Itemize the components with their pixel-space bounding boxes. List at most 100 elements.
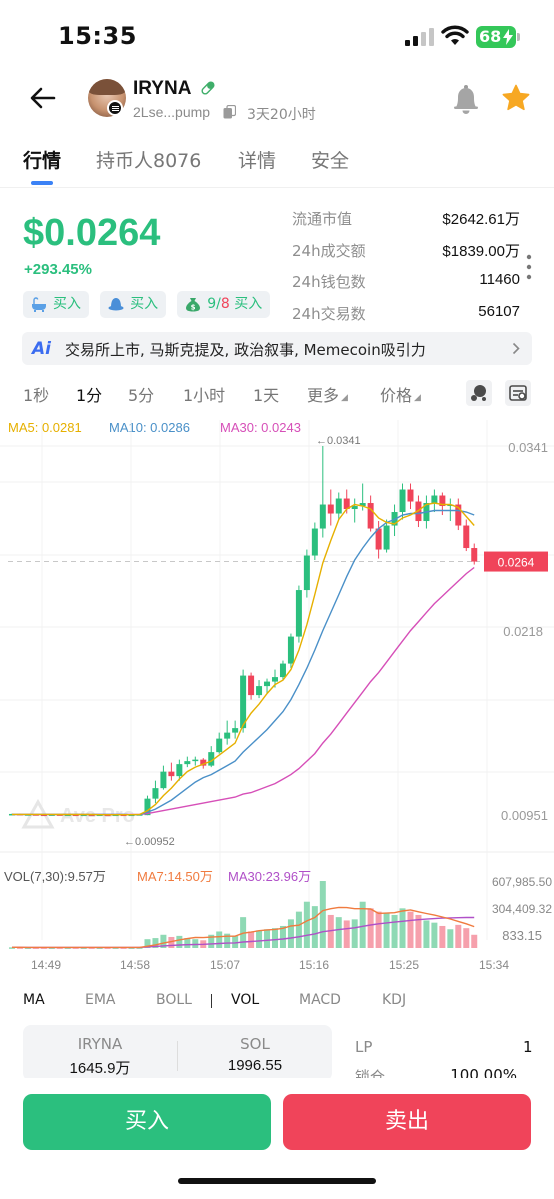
- candle-body: [168, 771, 175, 777]
- y-tick-label: 0.0341: [508, 440, 548, 455]
- volume-bar: [399, 908, 406, 948]
- candle-body: [200, 759, 207, 766]
- chip-smart-label: 买入: [234, 296, 263, 312]
- volume-bar: [279, 925, 286, 948]
- copy-icon[interactable]: [223, 105, 236, 119]
- more-vertical-icon[interactable]: [526, 254, 532, 280]
- battery-indicator: 68: [476, 26, 516, 48]
- volume-bar: [144, 939, 151, 948]
- candle-body: [232, 728, 239, 733]
- active-tab-indicator: [31, 181, 53, 185]
- volume-bar: [264, 929, 271, 948]
- trade-signal-chips: 买入 买入 $ 9/8 买入: [23, 291, 270, 318]
- token-address: 2Lse...pump: [133, 104, 211, 120]
- timeframe-1m[interactable]: 1分: [76, 386, 103, 405]
- timeframe-1d[interactable]: 1天: [253, 386, 280, 405]
- tab-market[interactable]: 行情: [23, 150, 62, 172]
- candle-body: [383, 525, 390, 550]
- bell-icon[interactable]: [452, 84, 480, 114]
- ai-icon: Ai: [32, 339, 51, 359]
- indicator-kdj[interactable]: KDJ: [382, 992, 407, 1008]
- indicator-macd[interactable]: MACD: [299, 992, 341, 1008]
- ai-summary-text: 交易所上市, 马斯克提及, 政治叙事, Memecoin吸引力: [65, 341, 426, 359]
- volume-bar: [232, 935, 239, 948]
- dropdown-triangle-icon: ◢: [414, 393, 421, 403]
- candle-body: [335, 498, 342, 514]
- dropdown-triangle-icon: ◢: [341, 393, 348, 403]
- x-tick-label: 14:49: [31, 958, 61, 972]
- indicator-ema[interactable]: EMA: [85, 992, 116, 1008]
- pool-quote-label: SOL: [240, 1035, 270, 1053]
- indicator-ma[interactable]: MA: [23, 992, 45, 1008]
- tab-holders[interactable]: 持币人8076: [96, 150, 202, 172]
- ma10-line: [12, 509, 475, 816]
- volume-bar: [359, 901, 366, 948]
- chip-smart-money-buy[interactable]: $ 9/8 买入: [177, 291, 270, 318]
- candle-body: [264, 681, 271, 687]
- x-tick-label: 14:58: [120, 958, 150, 972]
- candle-body: [367, 503, 374, 529]
- chip-bathtub-buy[interactable]: 买入: [23, 291, 89, 318]
- stat-row: 流通市值 $2642.61万: [292, 205, 520, 237]
- volume-bar: [271, 928, 278, 948]
- candle-body: [279, 663, 286, 678]
- buy-button[interactable]: 买入: [23, 1094, 271, 1150]
- sell-button[interactable]: 卖出: [283, 1094, 531, 1150]
- favorite-star-icon[interactable]: [502, 84, 530, 112]
- wifi-icon: [441, 25, 469, 45]
- drawing-tool-icon: [471, 385, 486, 401]
- chart-settings-button[interactable]: [505, 380, 531, 406]
- volume-bar: [112, 947, 119, 949]
- volume-bar: [439, 925, 446, 948]
- candle-body: [88, 814, 95, 817]
- bathtub-icon: [32, 297, 46, 312]
- volume-bar: [224, 933, 231, 948]
- volume-bar: [303, 901, 310, 948]
- tab-security[interactable]: 安全: [311, 150, 350, 172]
- pool-base-label: IRYNA: [77, 1035, 123, 1053]
- volume-bar: [431, 922, 438, 948]
- chip-smart-count-b: 8: [220, 296, 230, 312]
- volume-bar: [287, 919, 294, 948]
- candle-body: [407, 489, 414, 502]
- lp-value: 1: [523, 1038, 533, 1056]
- indicator-boll[interactable]: BOLL: [156, 992, 192, 1008]
- candle-body: [295, 590, 302, 637]
- timeframe-1s[interactable]: 1秒: [23, 386, 50, 405]
- volume-bar: [256, 930, 263, 948]
- chart-settings-icon: [509, 385, 527, 401]
- volume-bar: [24, 947, 31, 949]
- svg-text:$: $: [191, 304, 196, 312]
- timeframe-1h[interactable]: 1小时: [183, 386, 226, 405]
- high-price-marker: ←0.0341: [316, 435, 361, 447]
- volume-bar: [64, 947, 71, 949]
- pool-quote-value: 1996.55: [227, 1057, 283, 1074]
- volume-bar: [80, 947, 87, 949]
- timeframe-5m[interactable]: 5分: [128, 386, 155, 405]
- hat-icon: [108, 298, 124, 311]
- pool-divider: [177, 1041, 178, 1071]
- vol-ma7-legend: MA7:14.50万: [137, 869, 213, 884]
- volume-bar: [248, 931, 255, 948]
- price-mode-select[interactable]: 价格 ◢: [380, 382, 421, 406]
- chip-hat-label: 买入: [130, 296, 159, 312]
- stat-label: 流通市值: [292, 210, 353, 228]
- candle-body: [160, 771, 167, 789]
- volume-bar: [335, 917, 342, 948]
- price-chart[interactable]: Ave Pro0.03410.02180.00951←0.0341←0.0095…: [0, 420, 554, 980]
- volume-bar: [351, 919, 358, 948]
- candle-body: [439, 495, 446, 507]
- ma5-legend: MA5: 0.0281: [8, 420, 82, 435]
- timeframe-more[interactable]: 更多 ◢: [307, 382, 348, 406]
- drawing-tool-button[interactable]: [466, 380, 492, 406]
- candle-body: [447, 504, 454, 507]
- chip-hat-buy[interactable]: 买入: [100, 291, 167, 318]
- chip-smart-sep: /: [216, 296, 221, 312]
- indicator-vol[interactable]: VOL: [231, 992, 260, 1008]
- ai-summary-banner[interactable]: Ai 交易所上市, 马斯克提及, 政治叙事, Memecoin吸引力: [22, 332, 532, 365]
- pool-quote: SOL 1996.55: [178, 1035, 332, 1074]
- back-arrow-icon[interactable]: [30, 86, 56, 110]
- tab-details[interactable]: 详情: [238, 150, 277, 172]
- candle-body: [8, 813, 15, 816]
- pool-base-value: 1645.9万: [69, 1060, 131, 1077]
